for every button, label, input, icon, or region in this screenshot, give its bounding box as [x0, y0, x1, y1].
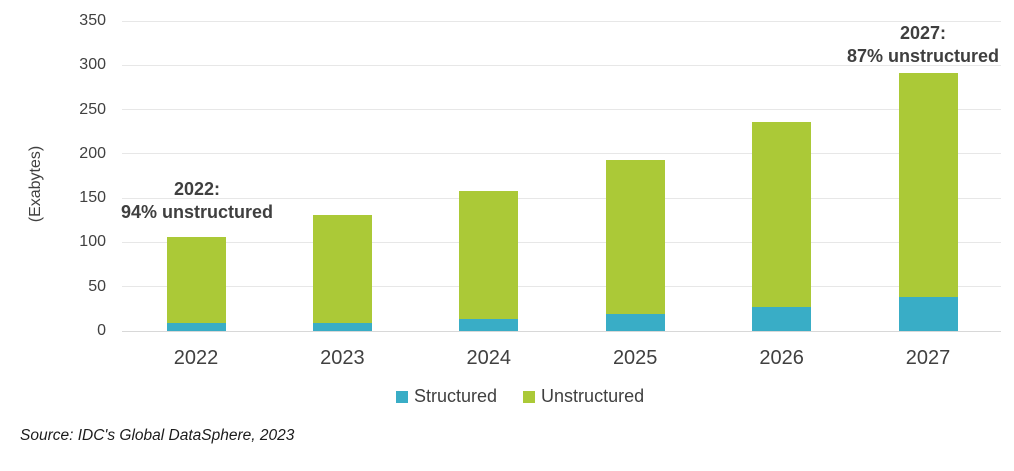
bar-2024-unstructured — [459, 191, 519, 320]
y-tick-200: 200 — [79, 144, 106, 162]
annotation-2022-line1: 2022: — [173, 179, 221, 199]
bar-2024-structured — [459, 319, 519, 331]
gridline-350 — [122, 20, 1001, 22]
legend-label-unstructured: Unstructured — [541, 386, 645, 406]
annotation-2022: 2022: 94% unstructured — [100, 178, 294, 224]
bar-2022-unstructured — [166, 237, 226, 324]
x-tick-2022: 2022 — [173, 347, 219, 369]
legend-item-unstructured: Unstructured — [523, 386, 644, 407]
x-tick-2025: 2025 — [612, 347, 658, 369]
bar-2023-structured — [312, 323, 372, 331]
y-tick-50: 50 — [88, 277, 106, 295]
annotation-2027-line1: 2027: — [899, 23, 947, 43]
gridline-50 — [122, 286, 1001, 288]
bar-2022-structured — [166, 323, 226, 331]
bar-2027-structured — [898, 297, 958, 331]
gridline-100 — [122, 241, 1001, 243]
x-tick-2026: 2026 — [759, 347, 804, 369]
bar-2023-unstructured — [312, 214, 372, 324]
legend: Structured Unstructured — [396, 386, 644, 407]
gridline-250 — [122, 109, 1001, 111]
x-tick-2024: 2024 — [466, 347, 512, 369]
source-note: Source: IDC's Global DataSphere, 2023 — [20, 427, 295, 444]
gridline-0 — [122, 330, 1001, 332]
legend-item-structured: Structured — [396, 386, 497, 407]
annotation-2027: 2027: 87% unstructured — [828, 22, 1014, 68]
annotation-2027-line2: 87% unstructured — [846, 46, 1000, 66]
bar-2026-structured — [752, 307, 812, 331]
y-tick-300: 300 — [79, 56, 106, 74]
x-tick-2023: 2023 — [320, 347, 365, 369]
gridline-150 — [122, 197, 1001, 199]
y-tick-100: 100 — [79, 233, 106, 251]
annotation-2022-line2: 94% unstructured — [120, 202, 274, 222]
y-tick-0: 0 — [97, 322, 106, 339]
gridline-300 — [122, 64, 1001, 66]
bar-2027-unstructured — [898, 73, 958, 298]
bar-2025-unstructured — [605, 160, 665, 315]
x-tick-2027: 2027 — [905, 347, 951, 369]
unstructured-swatch-icon — [523, 390, 536, 403]
bar-2026-unstructured — [752, 121, 812, 308]
bar-2025-structured — [605, 314, 665, 331]
structured-swatch-icon — [396, 390, 408, 403]
y-tick-350: 350 — [79, 12, 106, 29]
legend-label-structured: Structured — [414, 386, 498, 406]
y-tick-250: 250 — [79, 100, 106, 118]
gridline-200 — [122, 153, 1001, 155]
y-tick-150: 150 — [79, 189, 106, 207]
